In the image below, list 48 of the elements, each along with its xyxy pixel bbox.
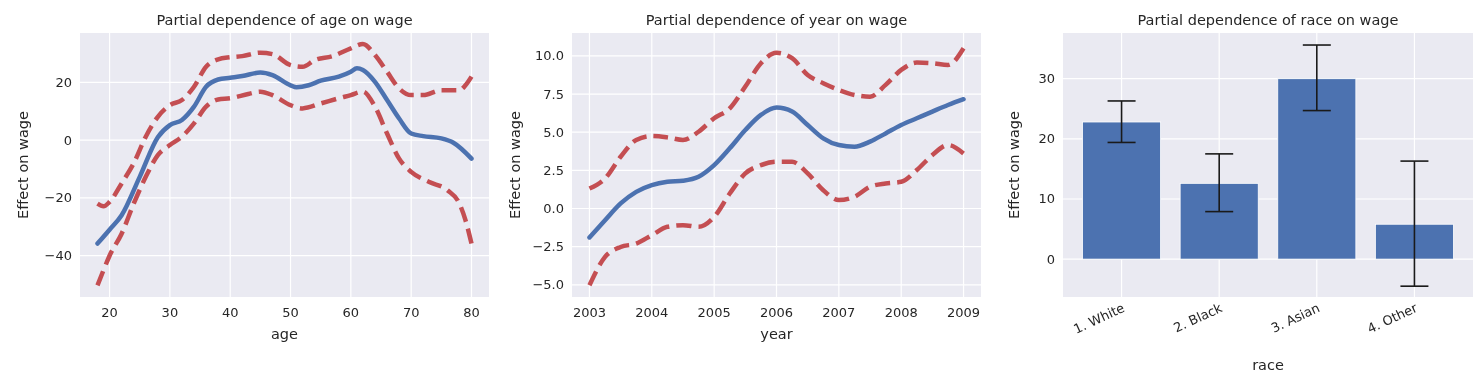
x-tick-label: 2009 bbox=[947, 305, 981, 320]
y-axis-title: Effect on wage bbox=[1006, 110, 1022, 219]
y-axis-title: Effect on wage bbox=[15, 110, 31, 219]
x-axis-title: age bbox=[270, 326, 299, 342]
x-tick-label: 2004 bbox=[635, 305, 669, 320]
y-tick-label: 7.5 bbox=[543, 86, 564, 102]
x-tick-label: 40 bbox=[221, 305, 239, 320]
chart-title: Partial dependence of race on wage bbox=[1137, 12, 1399, 28]
x-tick-label: 2008 bbox=[884, 305, 918, 320]
x-tick-label: 2. Black bbox=[1171, 299, 1225, 336]
y-tick-label: 5.0 bbox=[543, 124, 564, 140]
x-tick-label: 70 bbox=[402, 305, 420, 320]
y-tick-label: 10.0 bbox=[535, 48, 564, 64]
y-tick-label: −40 bbox=[44, 248, 72, 264]
y-tick-label: 0 bbox=[1046, 251, 1055, 267]
line-series bbox=[95, 41, 474, 209]
y-tick-label: 20 bbox=[1038, 131, 1055, 147]
x-tick-label: 2007 bbox=[822, 305, 856, 320]
x-tick-label: 50 bbox=[282, 305, 299, 320]
y-tick-label: 10 bbox=[1038, 191, 1055, 207]
y-tick-label: −20 bbox=[44, 190, 72, 206]
chart-title: Partial dependence of age on wage bbox=[156, 12, 413, 28]
x-tick-label: 30 bbox=[161, 305, 179, 320]
y-axis-title: Effect on wage bbox=[507, 110, 523, 219]
x-axis-title: race bbox=[1252, 357, 1284, 373]
x-tick-label: 60 bbox=[342, 305, 360, 320]
y-tick-label: 30 bbox=[1038, 71, 1055, 87]
x-tick-label: 80 bbox=[463, 305, 480, 320]
y-tick-label: 2.5 bbox=[543, 162, 564, 178]
x-tick-label: 4. Other bbox=[1364, 299, 1421, 337]
y-tick-label: −5.0 bbox=[532, 277, 564, 293]
chart-title: Partial dependence of year on wage bbox=[645, 12, 908, 28]
x-tick-label: 2006 bbox=[759, 305, 794, 320]
line-series bbox=[95, 89, 474, 288]
x-tick-label: 2005 bbox=[697, 305, 731, 320]
x-tick-label: 2003 bbox=[572, 305, 606, 320]
x-tick-label: 20 bbox=[101, 305, 118, 320]
x-tick-label: 1. White bbox=[1071, 300, 1127, 337]
line-series bbox=[587, 142, 966, 288]
y-tick-label: 0 bbox=[63, 132, 72, 148]
y-tick-label: −2.5 bbox=[532, 239, 564, 255]
y-tick-label: 20 bbox=[55, 74, 72, 90]
y-tick-label: 0.0 bbox=[543, 200, 564, 216]
x-tick-label: 3. Asian bbox=[1268, 300, 1323, 336]
line-series bbox=[587, 46, 966, 191]
line-series bbox=[95, 65, 474, 246]
line-series bbox=[587, 96, 966, 240]
x-axis-title: year bbox=[760, 326, 793, 342]
